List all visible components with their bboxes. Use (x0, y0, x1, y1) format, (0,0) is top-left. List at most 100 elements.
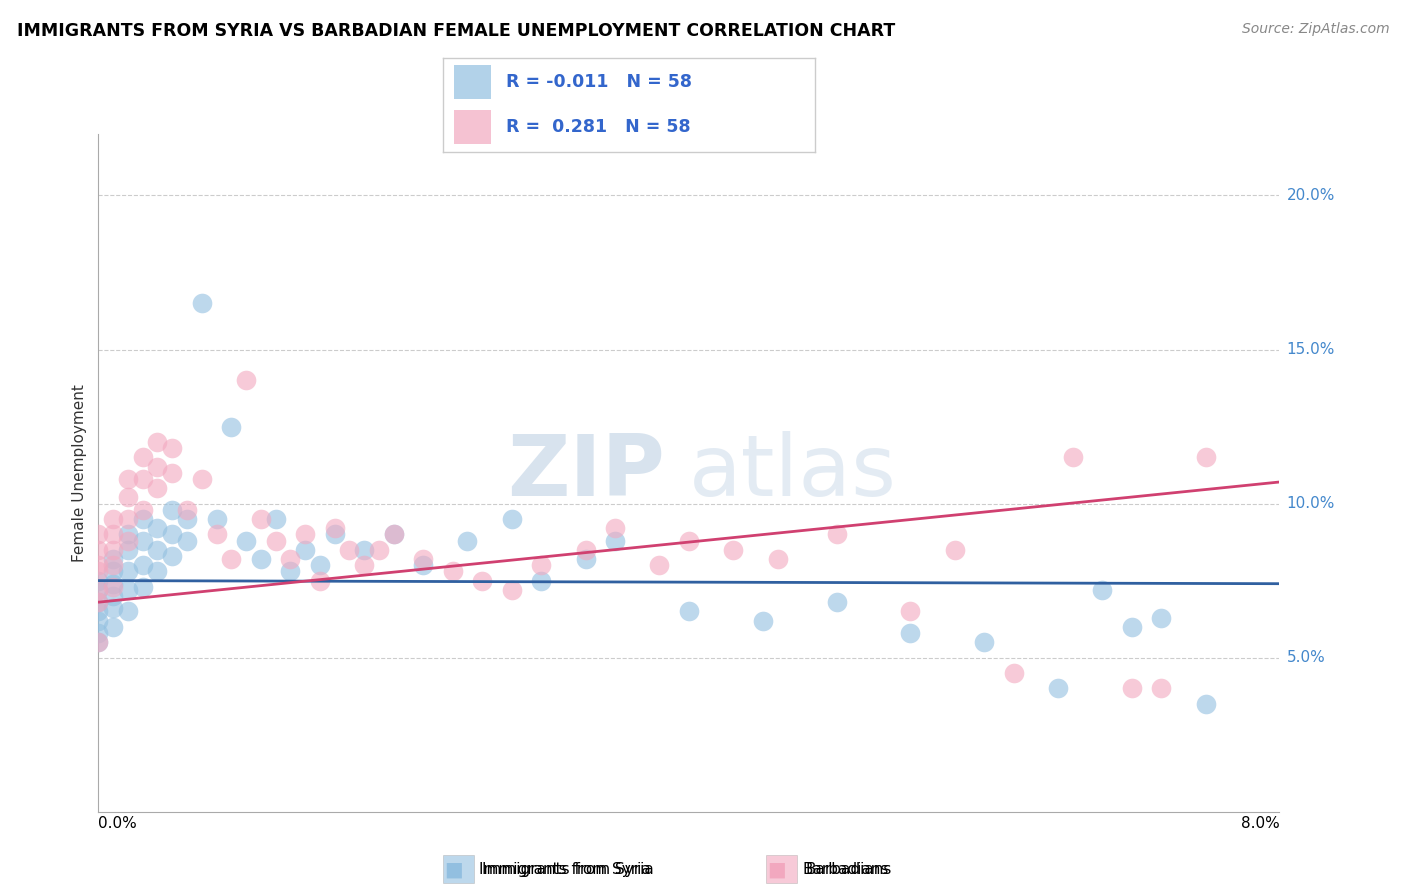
Point (1194, 450, 1216, 465)
Point (441, 565, 464, 579)
Point (219, 419, 242, 434)
Point (1150, 610, 1173, 624)
Point (264, 512, 287, 526)
Point (191, 296, 214, 310)
Point (308, 558, 332, 573)
Point (367, 542, 389, 557)
Point (766, 552, 789, 566)
Point (1062, 450, 1084, 465)
Point (308, 574, 332, 588)
Point (250, 512, 273, 526)
Point (103, 576, 124, 591)
FancyBboxPatch shape (454, 65, 491, 99)
Point (382, 527, 405, 541)
Text: 0.0%: 0.0% (98, 816, 138, 831)
Point (1194, 697, 1216, 711)
Point (825, 595, 848, 609)
Text: 10.0%: 10.0% (1286, 496, 1334, 511)
Point (456, 533, 478, 548)
Point (1091, 582, 1114, 597)
Point (132, 502, 155, 516)
Point (605, 533, 627, 548)
Point (87, 558, 110, 573)
Point (382, 527, 405, 541)
Point (103, 552, 124, 566)
Point (678, 533, 700, 548)
Point (353, 558, 375, 573)
Point (219, 552, 242, 566)
Text: R = -0.011   N = 58: R = -0.011 N = 58 (506, 73, 692, 91)
Point (103, 542, 124, 557)
Text: 15.0%: 15.0% (1286, 342, 1334, 357)
Point (146, 521, 169, 535)
Text: IMMIGRANTS FROM SYRIA VS BARBADIAN FEMALE UNEMPLOYMENT CORRELATION CHART: IMMIGRANTS FROM SYRIA VS BARBADIAN FEMAL… (17, 22, 896, 40)
Point (943, 542, 966, 557)
Point (103, 620, 124, 634)
Point (973, 635, 995, 649)
Point (235, 373, 257, 387)
Point (1121, 620, 1143, 634)
Point (87, 565, 110, 579)
Point (648, 558, 671, 573)
Point (162, 502, 183, 516)
Point (530, 558, 553, 573)
Point (103, 601, 124, 615)
Point (87, 527, 110, 541)
Point (87, 604, 110, 618)
Point (87, 595, 110, 609)
Point (412, 552, 434, 566)
Point (176, 533, 198, 548)
Point (205, 527, 228, 541)
Point (162, 549, 183, 563)
Point (117, 604, 139, 618)
Point (117, 512, 139, 526)
Point (87, 595, 110, 609)
Point (191, 472, 214, 486)
Point (103, 565, 124, 579)
Point (501, 582, 523, 597)
Text: atlas: atlas (689, 431, 897, 515)
Text: 5.0%: 5.0% (1286, 650, 1326, 665)
Point (103, 580, 124, 594)
Text: Barbadians: Barbadians (806, 863, 891, 877)
Point (117, 565, 139, 579)
Point (132, 512, 155, 526)
Point (103, 527, 124, 541)
Point (294, 527, 316, 541)
Point (132, 533, 155, 548)
Point (132, 580, 155, 594)
Point (678, 604, 700, 618)
Point (353, 542, 375, 557)
Point (162, 466, 183, 480)
Point (825, 527, 848, 541)
Point (132, 558, 155, 573)
Text: Barbadians: Barbadians (803, 863, 889, 877)
Point (294, 542, 316, 557)
Point (176, 512, 198, 526)
Y-axis label: Female Unemployment: Female Unemployment (72, 384, 87, 562)
Text: Immigrants from Syria: Immigrants from Syria (479, 863, 651, 877)
Point (574, 552, 596, 566)
Point (574, 542, 596, 557)
Point (132, 450, 155, 465)
Text: 20.0%: 20.0% (1286, 188, 1334, 202)
Point (471, 574, 494, 588)
Point (176, 502, 198, 516)
Point (87, 635, 110, 649)
Point (278, 552, 301, 566)
Point (146, 459, 169, 474)
Point (117, 542, 139, 557)
FancyBboxPatch shape (454, 111, 491, 145)
Point (235, 533, 257, 548)
Point (1150, 681, 1173, 696)
Point (117, 472, 139, 486)
Point (117, 582, 139, 597)
Point (146, 565, 169, 579)
Point (162, 527, 183, 541)
Point (721, 542, 744, 557)
Point (87, 582, 110, 597)
Point (146, 481, 169, 495)
Point (162, 441, 183, 455)
Point (87, 582, 110, 597)
Point (87, 635, 110, 649)
